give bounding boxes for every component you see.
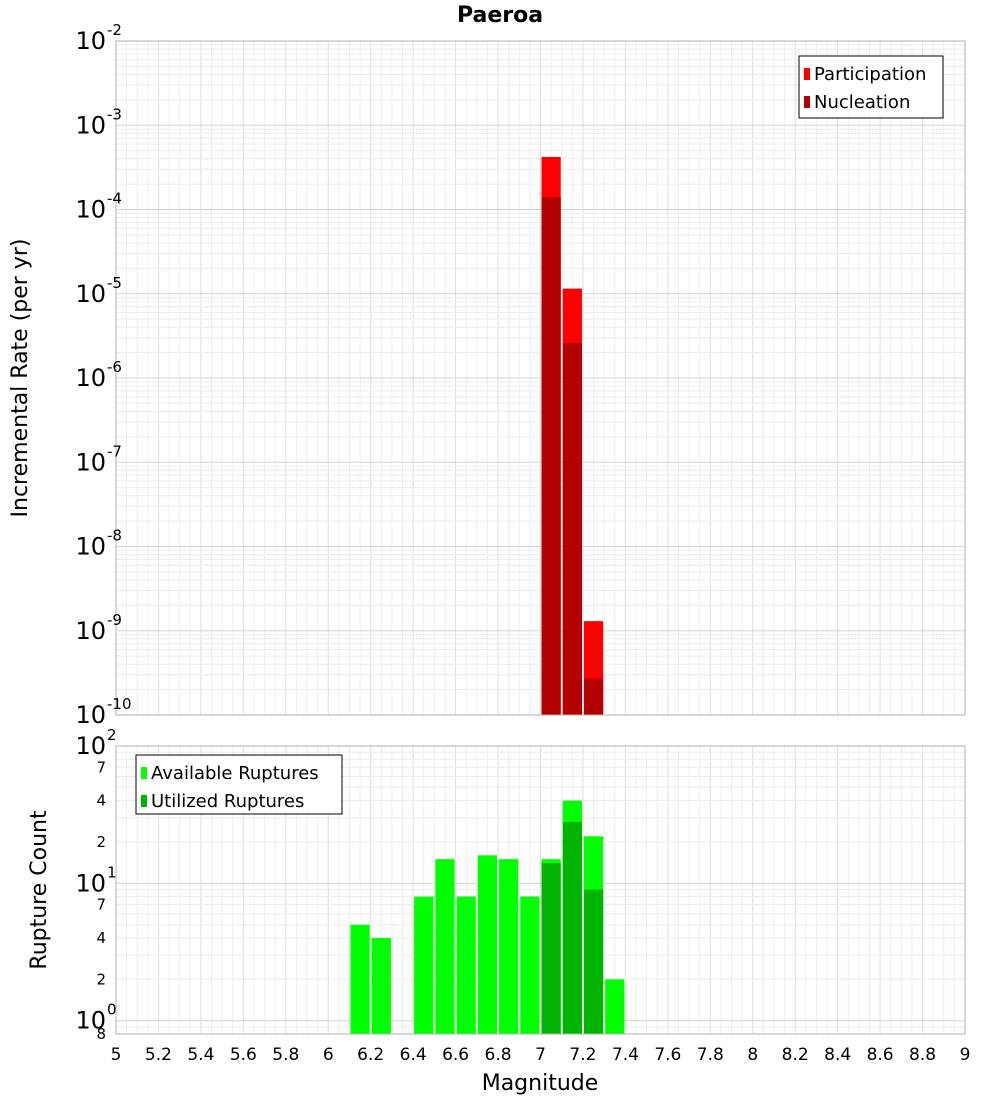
bottom-y-tick-label: 10 bbox=[75, 869, 106, 897]
bottom-bar-available-ruptures bbox=[350, 924, 370, 1034]
top-y-tick-label: 10 bbox=[75, 27, 106, 55]
bottom-bar-utilized-ruptures bbox=[583, 889, 604, 1034]
bottom-y-tick-label: 10 bbox=[75, 1007, 106, 1035]
bottom-bar-utilized-ruptures bbox=[541, 863, 561, 1034]
bottom-legend-swatch bbox=[141, 767, 147, 779]
x-tick-label: 7.4 bbox=[612, 1045, 639, 1065]
top-legend: Participation Nucleation bbox=[798, 55, 944, 119]
top-y-tick-label: 10 bbox=[75, 364, 106, 392]
bottom-frame bbox=[115, 745, 966, 1035]
top-bar-nucleation bbox=[583, 678, 604, 715]
bottom-y-minor-label: 2 bbox=[96, 970, 106, 988]
bottom-legend-swatch bbox=[141, 795, 147, 807]
x-tick-label: 6 bbox=[323, 1045, 334, 1065]
top-y-tick-label: 10 bbox=[75, 448, 106, 476]
x-tick-labels: 5 5.2 5.4 5.6 5.8 6 6.2 6.4 6.6 6.8 7 7.2 7.4 7.6 7.8 8… bbox=[111, 1045, 971, 1065]
bottom-legend-box bbox=[135, 754, 343, 815]
bottom-y-tick-label: 10 bbox=[75, 732, 106, 760]
top-y-tick-exponent: -4 bbox=[107, 190, 122, 208]
x-tick-label: 6.4 bbox=[400, 1045, 427, 1065]
bottom-y-minor-label: 2 bbox=[96, 833, 106, 851]
x-tick-label: 6.8 bbox=[485, 1045, 512, 1065]
top-legend-label: Participation bbox=[814, 64, 926, 85]
bottom-y-minor-label: 8 bbox=[96, 1025, 106, 1043]
bottom-bar-available-ruptures bbox=[414, 896, 434, 1034]
top-y-tick-label: 10 bbox=[75, 701, 106, 729]
top-legend-swatch bbox=[804, 68, 810, 80]
top-legend-label: Nucleation bbox=[814, 92, 910, 113]
x-tick-label: 8.8 bbox=[909, 1045, 936, 1065]
bottom-y-tick-exponent: 0 bbox=[107, 1001, 117, 1019]
x-axis-title: Magnitude bbox=[482, 1071, 599, 1096]
top-y-tick-label: 10 bbox=[75, 280, 106, 308]
x-tick-label: 5.8 bbox=[272, 1045, 299, 1065]
bottom-bar-available-ruptures bbox=[520, 896, 540, 1034]
top-y-tick-label: 10 bbox=[75, 111, 106, 139]
x-tick-label: 5.4 bbox=[187, 1045, 214, 1065]
chart-title: Paeroa bbox=[457, 3, 543, 28]
top-y-tick-exponent: -3 bbox=[107, 105, 122, 123]
top-y-tick-exponent: -7 bbox=[107, 442, 122, 460]
top-y-tick-label: 10 bbox=[75, 533, 106, 561]
x-tick-label: 9 bbox=[960, 1045, 971, 1065]
top-y-tick-exponent: -5 bbox=[107, 274, 122, 292]
top-legend-swatch bbox=[804, 96, 810, 108]
bottom-bar-available-ruptures bbox=[499, 859, 519, 1034]
x-tick-label: 7.6 bbox=[654, 1045, 681, 1065]
bottom-y-axis-title: Rupture Count bbox=[27, 810, 52, 970]
top-y-tick-label: 10 bbox=[75, 617, 106, 645]
bottom-bar-available-ruptures bbox=[435, 859, 455, 1034]
x-tick-label: 8.6 bbox=[867, 1045, 894, 1065]
bottom-bar-available-ruptures bbox=[477, 855, 498, 1034]
bottom-legend-label: Utilized Ruptures bbox=[151, 791, 304, 812]
top-y-tick-exponent: -6 bbox=[107, 358, 122, 376]
top-y-tick-exponent: -8 bbox=[107, 527, 122, 545]
top-y-tick-exponent: -9 bbox=[107, 611, 122, 629]
bottom-y-tick-exponent: 1 bbox=[107, 863, 117, 881]
top-bar-nucleation bbox=[562, 343, 582, 715]
x-tick-label: 8.4 bbox=[824, 1045, 851, 1065]
x-tick-label: 7 bbox=[535, 1045, 546, 1065]
x-tick-label: 8 bbox=[747, 1045, 758, 1065]
bottom-y-tick-exponent: 2 bbox=[107, 726, 117, 744]
x-tick-label: 5 bbox=[111, 1045, 122, 1065]
x-tick-label: 6.6 bbox=[442, 1045, 469, 1065]
top-legend-box bbox=[798, 55, 944, 119]
bottom-y-minor-label: 4 bbox=[96, 792, 106, 810]
bottom-y-minor-label: 7 bbox=[96, 758, 106, 776]
top-frame bbox=[115, 40, 966, 716]
top-y-tick-exponent: -2 bbox=[107, 21, 122, 39]
x-tick-label: 8.2 bbox=[782, 1045, 809, 1065]
x-tick-label: 7.8 bbox=[697, 1045, 724, 1065]
top-y-tick-label: 10 bbox=[75, 196, 106, 224]
bottom-bar-available-ruptures bbox=[605, 979, 625, 1034]
bottom-y-minor-label: 4 bbox=[96, 929, 106, 947]
bottom-bar-available-ruptures bbox=[456, 896, 476, 1034]
bottom-y-minor-label: 7 bbox=[96, 896, 106, 914]
bottom-legend-label: Available Ruptures bbox=[151, 763, 319, 784]
bottom-legend: Available Ruptures Utilized Ruptures bbox=[135, 754, 343, 815]
x-tick-label: 5.2 bbox=[145, 1045, 172, 1065]
x-tick-label: 7.2 bbox=[569, 1045, 596, 1065]
x-tick-label: 6.2 bbox=[357, 1045, 384, 1065]
top-bar-nucleation bbox=[541, 197, 561, 715]
bottom-bar-utilized-ruptures bbox=[562, 821, 582, 1034]
bottom-bar-available-ruptures bbox=[371, 938, 391, 1034]
top-y-axis-title: Incremental Rate (per yr) bbox=[8, 239, 33, 518]
x-tick-label: 5.6 bbox=[230, 1045, 257, 1065]
top-y-tick-exponent: -10 bbox=[107, 695, 132, 713]
